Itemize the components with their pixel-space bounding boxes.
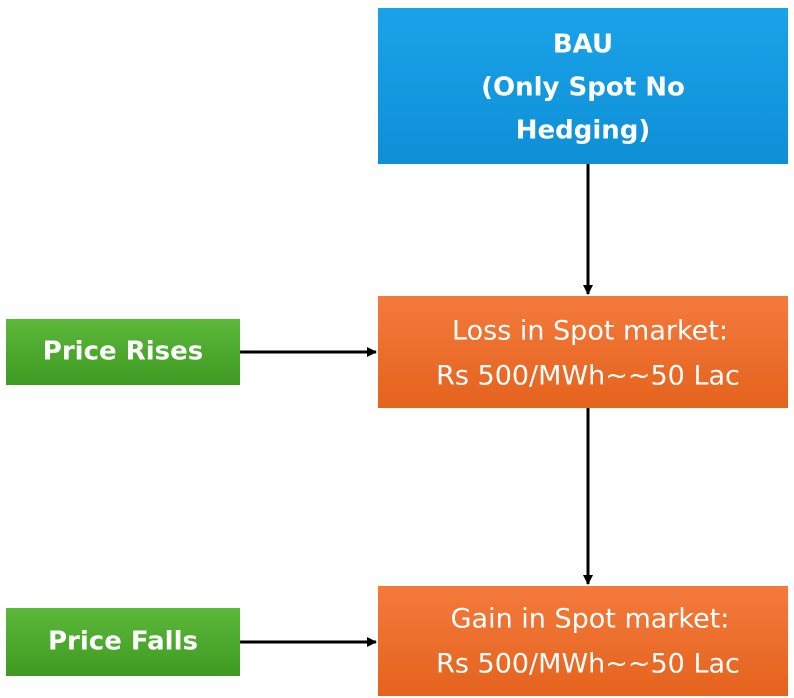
node-box [378, 296, 788, 408]
node-text: Rs 500/MWh~~50 Lac [436, 649, 740, 680]
node-text: Gain in Spot market: [451, 604, 730, 635]
node-box [6, 608, 240, 676]
node-text: Hedging) [516, 116, 651, 146]
node-text: Price Rises [43, 337, 203, 367]
node-text: Rs 500/MWh~~50 Lac [436, 361, 740, 392]
node-box [378, 8, 788, 164]
node-text: (Only Spot No [481, 73, 685, 103]
node-text: Price Falls [48, 627, 198, 657]
node-box [378, 586, 788, 696]
node-text: BAU [553, 30, 613, 60]
node-text: Loss in Spot market: [452, 316, 728, 347]
node-box [6, 319, 240, 385]
